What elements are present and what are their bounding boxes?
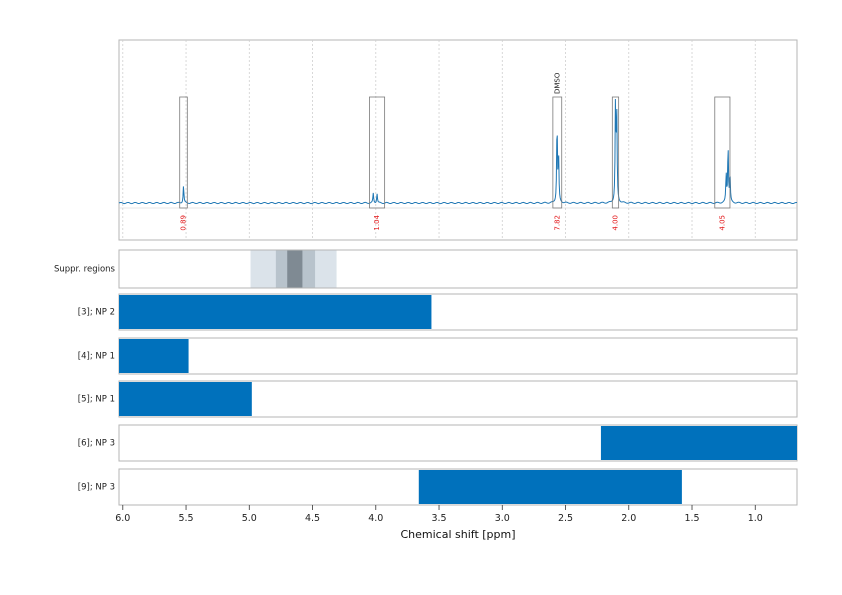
x-tick-label-6: 3.0: [495, 513, 510, 524]
bar-2: [119, 382, 252, 416]
x-tick-label-1: 5.5: [178, 513, 193, 524]
integral-box-3: [611, 96, 620, 209]
x-tick-label-5: 3.5: [431, 513, 446, 524]
bar-row-label-1: [4]; NP 1: [78, 352, 115, 362]
integral-label-2: 7.82: [553, 215, 561, 231]
x-tick-label-2: 5.0: [242, 513, 257, 524]
integral-box-1: [369, 96, 386, 209]
integral-label-0: 0.89: [180, 215, 188, 231]
integral-label-3: 4.00: [611, 215, 619, 231]
x-tick-label-4: 4.0: [368, 513, 383, 524]
bar-row-frame-1: [118, 337, 798, 375]
x-tick-label-10: 1.0: [748, 513, 763, 524]
suppression-frame: [118, 249, 798, 289]
bar-row-label-2: [5]; NP 1: [78, 395, 115, 405]
integral-label-1: 1.04: [373, 214, 381, 230]
x-axis-title: Chemical shift [ppm]: [400, 528, 515, 541]
integral-label-4: 4.05: [718, 215, 726, 231]
integral-box-4: [714, 96, 731, 209]
spectrum-frame: [118, 39, 798, 241]
spectrum-panel: 0.89 1.04 7.82 DMSO 4.00 4.05: [118, 39, 798, 241]
bar-row-label-4: [9]; NP 3: [78, 483, 115, 493]
bar-rows: [3]; NP 2 [4]; NP 1 [5]; NP 1 [6]; NP 3 [9];…: [78, 293, 798, 506]
x-axis: 6.0 5.5 5.0 4.5 4.0 3.5 3.0 2.5 2.0 1.5 1.0: [115, 505, 763, 524]
integral-box-2: [552, 96, 563, 209]
suppression-label: Suppr. regions: [54, 265, 116, 275]
x-tick-label-8: 2.0: [621, 513, 636, 524]
x-tick-label-9: 1.5: [684, 513, 699, 524]
suppression-band-2: [287, 250, 303, 288]
x-tick-label-0: 6.0: [115, 513, 130, 524]
spectrum-trace: [118, 99, 798, 205]
suppression-panel: Suppr. regions: [54, 249, 798, 289]
x-tick-label-7: 2.5: [558, 513, 573, 524]
bar-4: [418, 470, 682, 504]
bar-1: [119, 339, 189, 373]
bar-3: [600, 426, 797, 460]
integral-box-0: [179, 96, 188, 209]
bar-row-label-3: [6]; NP 3: [78, 439, 115, 449]
bar-0: [119, 295, 432, 329]
peak-name-2: DMSO: [553, 72, 561, 94]
x-tick-label-3: 4.5: [305, 513, 320, 524]
bar-row-label-0: [3]; NP 2: [78, 308, 115, 318]
